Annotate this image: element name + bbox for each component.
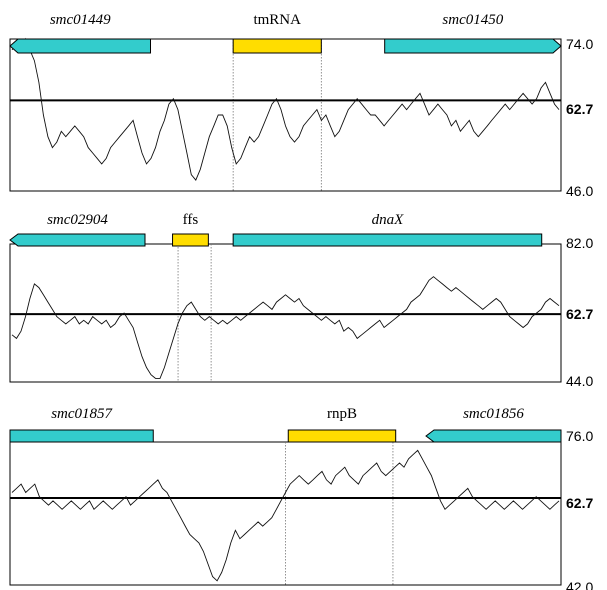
gene-label: smc01857 xyxy=(51,406,113,422)
gene-bar-dnaX xyxy=(232,233,543,247)
plot-frame xyxy=(9,243,562,383)
gc-series-line xyxy=(11,37,560,181)
gc-series-line xyxy=(11,449,560,582)
gene-bar-ffs xyxy=(172,233,209,247)
gene-bar-smc01449 xyxy=(9,38,152,54)
gene-bar-smc01856 xyxy=(425,429,562,443)
axis-tick-label: 76.0 xyxy=(566,428,593,444)
axis-tick-label: 62.7 xyxy=(566,495,593,511)
gene-label: tmRNA xyxy=(253,12,301,28)
panel-middle: smc02904 ffs dnaX 82.0 62.7 44.0 xyxy=(9,212,593,389)
gene-label: smc01450 xyxy=(442,12,503,28)
gene-bar-rnpB xyxy=(287,429,397,443)
gene-label: dnaX xyxy=(372,212,405,228)
axis-tick-label: 46.0 xyxy=(566,183,593,199)
axis-tick-label: 62.7 xyxy=(566,306,593,322)
axis-tick-label: 62.7 xyxy=(566,101,593,117)
axis-tick-label: 82.0 xyxy=(566,235,593,251)
panel-bottom: smc01857 rnpB smc01856 76.0 62.7 42.0 xyxy=(9,406,593,590)
gene-label: smc01856 xyxy=(463,406,524,422)
axis-tick-label: 74.0 xyxy=(566,36,593,52)
gene-bar-smc01857 xyxy=(9,429,154,443)
gene-label: smc02904 xyxy=(47,212,108,228)
axis-tick-label: 44.0 xyxy=(566,373,593,389)
gene-bar-smc01450 xyxy=(384,38,562,54)
panel-top: smc01449 tmRNA smc01450 74.0 62.7 46.0 xyxy=(9,12,593,199)
gene-bar-tmRNA xyxy=(232,38,322,54)
gc-series-line xyxy=(11,276,560,379)
axis-tick-label: 42.0 xyxy=(566,579,593,590)
gene-label: rnpB xyxy=(327,406,357,422)
gene-label: ffs xyxy=(183,212,199,228)
plot-frame xyxy=(9,38,562,192)
gene-bar-smc02904 xyxy=(9,233,146,247)
gene-label: smc01449 xyxy=(50,12,111,28)
